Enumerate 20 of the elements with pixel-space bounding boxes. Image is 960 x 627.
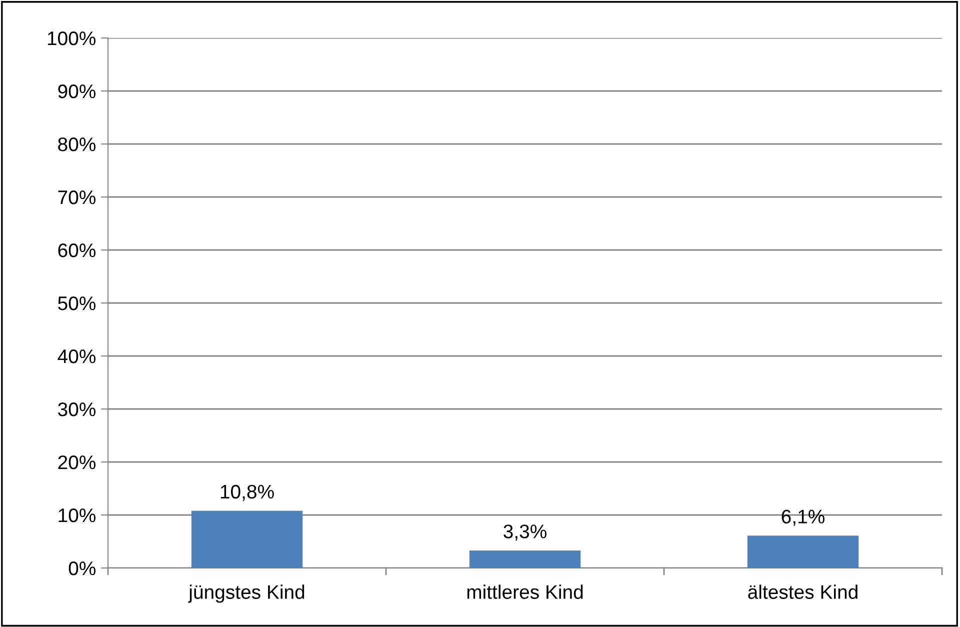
y-tick-label: 80%: [58, 137, 96, 152]
y-tick-label: 100%: [48, 31, 96, 46]
x-tick-label: ältestes Kind: [748, 584, 858, 599]
y-tick-label: 20%: [58, 455, 96, 470]
y-tick-label: 90%: [58, 84, 96, 98]
x-tick-label: mittleres Kind: [467, 584, 583, 599]
y-tick-label: 0%: [68, 561, 96, 576]
y-tick-label: 10%: [58, 508, 96, 522]
bar: [469, 550, 581, 568]
data-label: 10,8%: [220, 484, 274, 501]
y-tick-label: 70%: [58, 190, 96, 204]
y-tick-label: 50%: [58, 296, 96, 310]
x-tick-label: jüngstes Kind: [188, 584, 304, 603]
data-label: 6,1%: [782, 510, 824, 526]
bar: [747, 536, 859, 568]
bar: [191, 510, 303, 568]
y-tick-label: 60%: [58, 243, 96, 258]
data-label: 3,3%: [504, 524, 546, 541]
y-tick-label: 40%: [58, 349, 96, 364]
y-tick-label: 30%: [58, 402, 96, 416]
